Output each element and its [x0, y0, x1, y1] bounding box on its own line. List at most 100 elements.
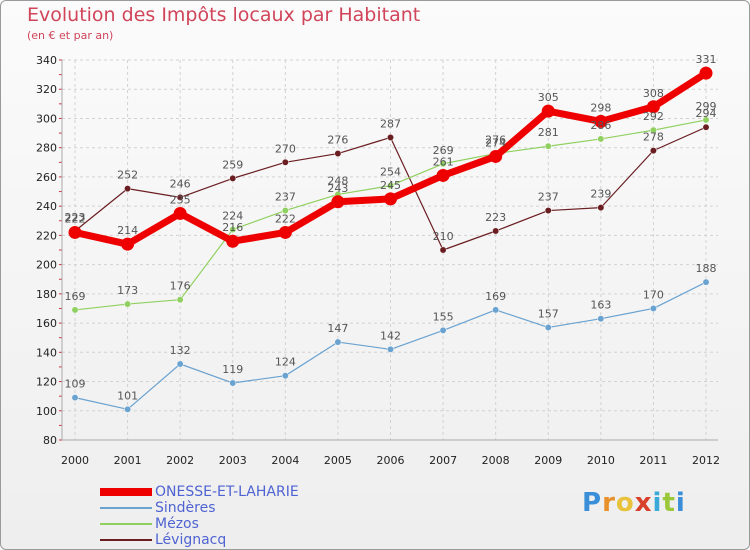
data-label: 259: [222, 158, 243, 171]
y-tick-label: 300: [36, 112, 57, 125]
data-point: [439, 160, 447, 168]
data-label: 331: [696, 53, 717, 66]
legend-swatch: [100, 507, 152, 509]
data-point: [387, 345, 394, 353]
data-label: 298: [590, 101, 611, 114]
logo-letter: o: [615, 488, 635, 518]
x-tick-label: 2006: [377, 454, 405, 467]
data-point: [121, 237, 135, 251]
data-label: 237: [275, 191, 296, 204]
legend-item: ONESSE-ET-LAHARIE: [100, 484, 360, 500]
data-label: 142: [380, 329, 401, 342]
data-point: [387, 134, 394, 141]
logo-letter: t: [662, 488, 676, 518]
data-point: [649, 147, 657, 155]
legend-item: Mézos: [100, 516, 360, 532]
legend-item: Sindères: [100, 500, 360, 516]
series-onesse-et-laharie: [68, 66, 713, 251]
legend-swatch: [100, 488, 152, 496]
chart-subtitle: (en € et par an): [27, 29, 114, 42]
data-point: [649, 305, 657, 312]
x-tick-label: 2009: [534, 454, 562, 467]
data-point: [68, 225, 82, 239]
y-tick-label: 80: [43, 434, 57, 447]
axes: 80 100 120 140 160 180 200 220 240 260 280 300 320 34…: [36, 54, 720, 467]
data-point: [124, 185, 132, 193]
logo-letter: i: [675, 488, 686, 518]
data-point: [541, 104, 555, 118]
data-point: [699, 66, 713, 80]
y-tick-label: 140: [36, 346, 57, 359]
data-label: 261: [433, 155, 454, 168]
data-label: 216: [222, 221, 243, 234]
data-point: [278, 225, 292, 239]
data-label: 222: [275, 212, 296, 225]
data-point: [226, 234, 240, 248]
data-label: 305: [538, 91, 559, 104]
chart-title: Evolution des Impôts locaux par Habitant: [27, 4, 421, 26]
data-label: 270: [275, 142, 296, 155]
data-label: 188: [696, 262, 717, 275]
data-label: 214: [117, 224, 138, 237]
data-point: [649, 126, 657, 134]
series-layer: [68, 66, 713, 413]
data-label: 223: [65, 211, 86, 224]
data-point: [387, 182, 394, 190]
y-tick-label: 180: [36, 288, 57, 301]
data-label: 237: [538, 191, 559, 204]
data-labels-layer: 223 252 246 259 270 276 287 210 223 237 239 278 294 1…: [65, 53, 717, 402]
data-label: 276: [327, 134, 348, 147]
grid-lines: [62, 59, 718, 441]
data-point: [492, 306, 500, 314]
y-tick-label: 220: [36, 229, 57, 242]
data-point: [176, 360, 184, 368]
data-point: [597, 204, 605, 212]
data-point: [594, 114, 608, 128]
data-label: 119: [222, 363, 243, 376]
data-label: 223: [485, 211, 506, 224]
data-point: [702, 123, 710, 131]
data-point: [71, 394, 79, 402]
data-point: [544, 324, 552, 331]
y-tick-label: 100: [36, 405, 57, 418]
data-label: 252: [117, 169, 138, 182]
legend-label: Mézos: [155, 516, 199, 532]
data-label: 224: [222, 210, 243, 223]
legend-swatch: [100, 523, 152, 525]
data-point: [439, 246, 447, 254]
x-tick-label: 2001: [114, 454, 142, 467]
data-label: 210: [433, 230, 454, 243]
x-tick-label: 2002: [166, 454, 194, 467]
data-label: 169: [485, 290, 506, 303]
x-tick-label: 2005: [324, 454, 352, 467]
data-label: 109: [65, 378, 86, 391]
series-levignacq: [71, 123, 710, 254]
data-label: 248: [327, 174, 348, 187]
data-point: [702, 116, 710, 124]
data-label: 276: [485, 134, 506, 147]
logo-letter: r: [602, 488, 616, 518]
data-label: 281: [538, 126, 559, 139]
data-point: [281, 207, 289, 214]
x-tick-label: 2012: [692, 454, 720, 467]
data-label: 239: [590, 188, 611, 201]
data-label: 163: [590, 299, 611, 312]
legend-item: Lévignacq: [100, 532, 360, 548]
data-point: [334, 150, 342, 157]
x-tick-label: 2003: [219, 454, 247, 467]
x-tick-label: 2010: [587, 454, 615, 467]
data-label: 176: [170, 280, 191, 293]
data-label: 222: [65, 212, 86, 225]
legend-label: Lévignacq: [155, 532, 227, 548]
data-point: [281, 158, 289, 166]
data-label: 101: [117, 389, 138, 402]
data-point: [124, 300, 132, 308]
x-tick-label: 2004: [271, 454, 299, 467]
data-point: [384, 192, 397, 206]
data-point: [544, 142, 552, 150]
data-label: 254: [380, 166, 401, 179]
data-label: 243: [327, 182, 348, 195]
data-point: [544, 207, 552, 214]
logo-letter: x: [634, 488, 653, 518]
